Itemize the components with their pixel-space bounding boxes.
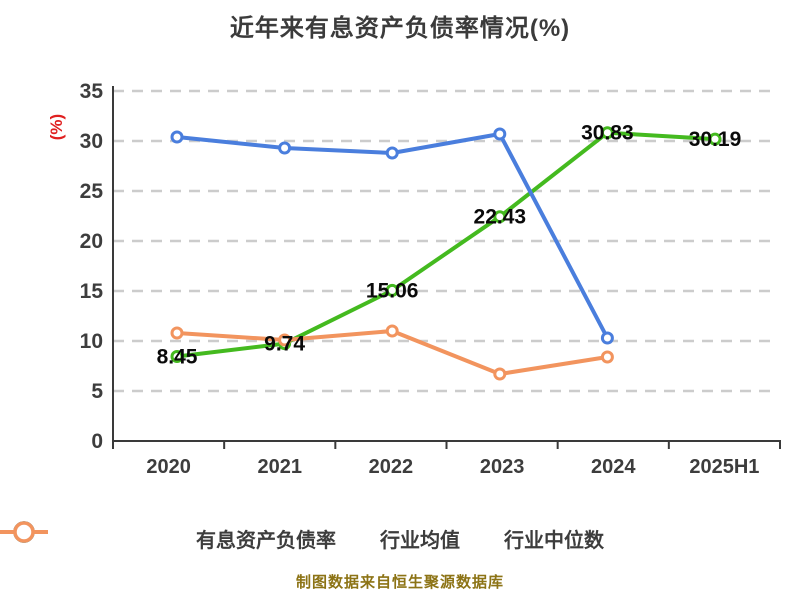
data-label: 22.43 bbox=[474, 206, 527, 229]
y-tick-label: 30 bbox=[80, 130, 103, 153]
y-tick-label: 10 bbox=[80, 330, 103, 353]
legend-marker-icon bbox=[0, 521, 48, 543]
y-tick-label: 5 bbox=[91, 380, 103, 403]
y-tick-label: 35 bbox=[80, 80, 104, 103]
chart-title: 近年来有息资产负债率情况(%) bbox=[229, 15, 571, 42]
x-tick-label: 2024 bbox=[591, 456, 636, 478]
data-point-marker bbox=[600, 350, 614, 364]
y-tick-label: 25 bbox=[80, 180, 104, 203]
data-point-marker bbox=[278, 333, 292, 347]
data-label: 30.83 bbox=[581, 122, 634, 145]
y-tick-label: 0 bbox=[91, 430, 103, 453]
data-point-marker bbox=[600, 331, 614, 345]
data-point-marker bbox=[170, 326, 184, 340]
y-tick-label: 15 bbox=[80, 280, 104, 303]
data-label: 9.74 bbox=[264, 333, 305, 356]
data-point-marker bbox=[493, 127, 507, 141]
legend-item: 有息资产负债率 bbox=[0, 521, 336, 553]
x-tick-label: 2023 bbox=[480, 456, 525, 478]
legend-item: 行业中位数 bbox=[0, 521, 604, 553]
data-point-marker bbox=[385, 283, 399, 297]
legend-item: 行业均值 bbox=[0, 521, 460, 553]
legend-label: 行业均值 bbox=[380, 529, 460, 552]
legend-label: 有息资产负债率 bbox=[196, 529, 336, 552]
data-point-marker bbox=[170, 130, 184, 144]
y-tick-label: 20 bbox=[80, 230, 103, 253]
data-point-marker bbox=[170, 350, 184, 363]
series-line bbox=[175, 130, 717, 359]
x-tick-label: 2020 bbox=[146, 456, 191, 478]
legend: 有息资产负债率 行业均值 行业中位数 bbox=[0, 518, 800, 558]
data-point-marker bbox=[708, 132, 722, 146]
plot-area: 0 5 10 15 20 25 30 35 2020 2021 2022 2023 2024 2025H1… bbox=[80, 80, 781, 478]
data-label: 8.45 bbox=[157, 346, 198, 369]
x-tick-label: 2025H1 bbox=[689, 456, 759, 478]
data-point-marker bbox=[493, 210, 507, 224]
data-point-marker bbox=[493, 367, 507, 381]
x-tick-label: 2021 bbox=[258, 456, 303, 478]
data-label: 30.19 bbox=[689, 128, 742, 151]
data-point-marker bbox=[385, 324, 399, 338]
source-caption: 制图数据来自恒生聚源数据库 bbox=[295, 574, 504, 591]
x-tick-label: 2022 bbox=[369, 456, 414, 478]
data-label: 15.06 bbox=[366, 279, 419, 302]
series-line bbox=[175, 132, 610, 340]
data-point-marker bbox=[600, 126, 614, 140]
data-point-marker bbox=[385, 146, 399, 160]
legend-label: 行业中位数 bbox=[504, 529, 604, 552]
data-point-marker bbox=[278, 141, 292, 155]
